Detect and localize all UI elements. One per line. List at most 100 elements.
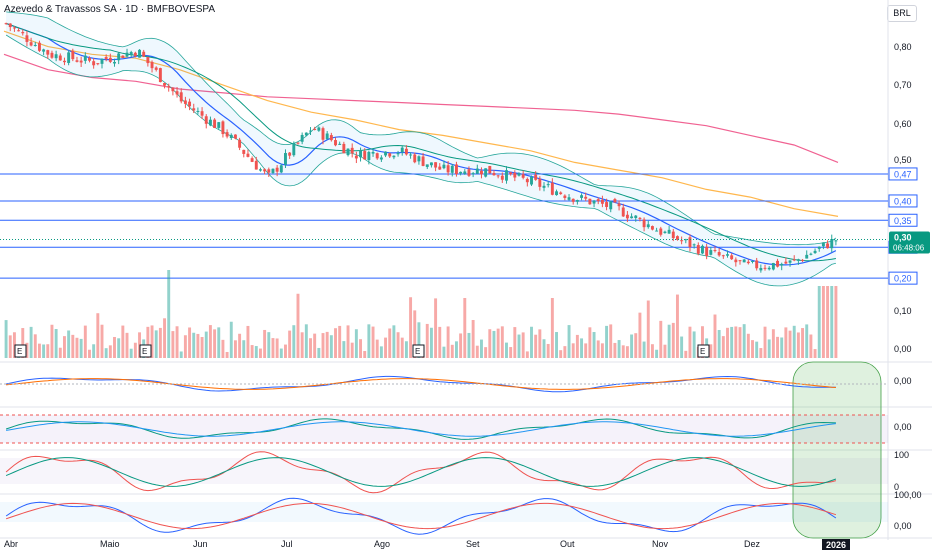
volume-bar <box>317 347 321 358</box>
earnings-marker-label: E <box>700 347 705 356</box>
volume-bar <box>496 328 500 358</box>
candle-body <box>776 260 779 267</box>
volume-bar <box>659 320 663 358</box>
candle-body <box>350 147 354 154</box>
candle-body <box>680 240 684 242</box>
candle-body <box>588 198 592 205</box>
volume-bar <box>375 339 379 358</box>
candle-body <box>605 202 609 207</box>
volume-bar <box>33 334 37 358</box>
volume-bar <box>480 339 483 358</box>
stoch-tick: 100 <box>894 450 909 460</box>
candle-body <box>359 150 362 158</box>
volume-bar <box>429 327 433 358</box>
volume-bar <box>580 338 584 358</box>
volume-bar <box>650 344 654 358</box>
candle-body <box>830 239 834 249</box>
candle-body <box>188 101 192 107</box>
candle-body <box>175 91 179 95</box>
candle-body <box>771 262 775 270</box>
candle-body <box>279 165 283 173</box>
candle-body <box>392 155 396 158</box>
candle-body <box>630 216 634 219</box>
candle-body <box>17 30 21 32</box>
candle-body <box>200 111 204 116</box>
volume-bar <box>534 334 538 358</box>
candle-body <box>730 255 734 260</box>
candle-body <box>354 155 358 159</box>
volume-bar <box>605 325 609 358</box>
volume-bar <box>192 332 196 358</box>
stoch-line-a <box>5 451 837 494</box>
candle-body <box>546 184 550 186</box>
volume-bar <box>726 327 729 358</box>
candle-body <box>213 119 217 128</box>
volume-bar <box>646 300 650 358</box>
volume-bar <box>555 332 558 358</box>
candle-body <box>450 165 454 173</box>
candle-body <box>834 240 838 242</box>
volume-bar <box>475 345 479 358</box>
candle-body <box>826 243 830 249</box>
candle-body <box>584 196 588 199</box>
volume-bar <box>75 337 79 358</box>
x-tick: Jun <box>193 539 208 549</box>
x-tick-current: 2026 <box>826 540 846 550</box>
volume-bar <box>642 341 646 358</box>
candle-body <box>329 135 333 141</box>
volume-bar <box>392 325 396 358</box>
volume-bar <box>263 329 267 358</box>
candle-body <box>438 166 442 170</box>
candle-body <box>513 172 517 178</box>
horizontal-level-badge <box>888 271 918 285</box>
candle-body <box>617 203 621 207</box>
volume-bar <box>267 332 271 358</box>
earnings-marker <box>139 344 152 358</box>
volume-bar <box>334 328 337 358</box>
volume-bar <box>208 325 212 358</box>
volume-bar <box>684 350 688 358</box>
osc2-band <box>0 415 888 443</box>
volume-bar <box>459 333 463 358</box>
candle-body <box>525 178 529 183</box>
candle-body <box>600 199 604 204</box>
volume-bar <box>400 337 404 358</box>
volume-bar <box>25 342 29 358</box>
srsi-tick: 100,00 <box>894 490 922 500</box>
candle-body <box>75 60 79 62</box>
candle-body <box>488 165 492 174</box>
volume-bar <box>692 331 696 358</box>
candle-body <box>409 154 413 156</box>
volume-bar <box>50 324 54 358</box>
candle-body <box>208 119 212 126</box>
candle-body <box>446 165 450 173</box>
x-tick: Set <box>466 539 480 549</box>
candle-body <box>742 259 746 263</box>
volume-bar <box>600 343 604 358</box>
y-tick: 0,60 <box>894 119 912 129</box>
volume-bar <box>42 344 46 358</box>
x-tick: Abr <box>4 539 18 549</box>
volume-bar <box>809 334 813 358</box>
candle-body <box>50 52 54 58</box>
volume-bar <box>154 330 158 358</box>
volume-bar <box>117 338 121 358</box>
candle-body <box>663 231 667 234</box>
x-tick-current-bg <box>822 539 850 550</box>
volume-bar <box>521 332 525 358</box>
y-tick: 0,50 <box>894 155 912 165</box>
candle-body <box>563 195 567 198</box>
candle-body <box>233 134 237 139</box>
volume-bar <box>709 344 713 358</box>
candle-body <box>454 164 458 174</box>
volume-bar <box>721 336 725 358</box>
candle-body <box>671 231 675 239</box>
volume-bar <box>821 286 825 358</box>
macd-line-b <box>6 378 836 390</box>
osc2-line-b <box>6 421 836 437</box>
volume-bar <box>767 339 771 358</box>
candle-body <box>67 52 71 63</box>
candle-body <box>417 156 421 162</box>
candle-body <box>763 267 767 269</box>
